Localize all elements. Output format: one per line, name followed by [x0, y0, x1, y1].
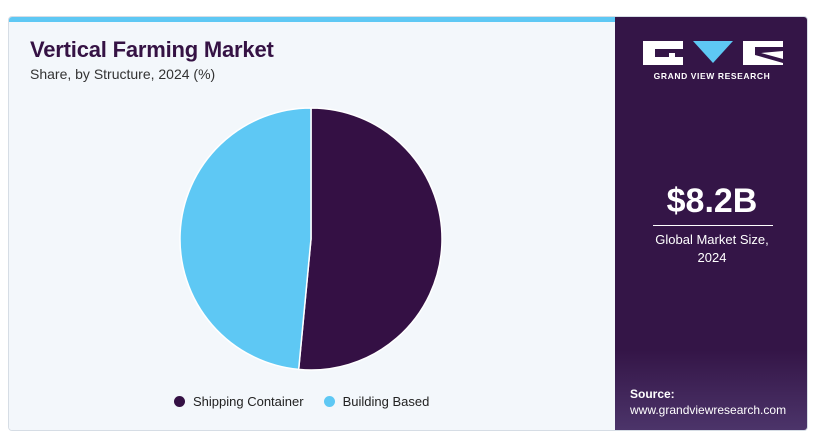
divider	[653, 225, 773, 226]
legend-item-building-based: Building Based	[323, 394, 430, 409]
chart-card: Vertical Farming Market Share, by Struct…	[8, 16, 808, 431]
legend-label-building-based: Building Based	[342, 394, 430, 409]
pie-chart	[179, 107, 443, 371]
source-link[interactable]: www.grandviewresearch.com	[630, 403, 787, 417]
info-sidebar: GRAND VIEW RESEARCH $8.2B Global Market …	[615, 17, 807, 430]
legend-item-shipping-container: Shipping Container	[174, 394, 304, 409]
legend-swatch-building-based	[323, 396, 335, 407]
pie-slice-shipping-container	[297, 107, 443, 371]
accent-bar	[9, 17, 615, 22]
market-size-label: Global Market Size, 2024	[615, 231, 807, 267]
pie-slice-building-based	[179, 107, 312, 371]
legend-swatch-shipping-container	[174, 396, 185, 407]
sidebar-glow	[615, 350, 807, 430]
chart-legend: Shipping Container Building Based	[174, 394, 429, 409]
chart-title: Vertical Farming Market	[30, 37, 274, 62]
legend-label-shipping-container: Shipping Container	[193, 394, 304, 409]
market-size-value: $8.2B	[666, 182, 758, 220]
market-size-label-line1: Global Market Size,	[655, 232, 769, 247]
market-size-label-line2: 2024	[697, 250, 727, 265]
source-label: Source:	[630, 387, 675, 401]
grand-view-research-logo-icon	[643, 41, 783, 65]
brand-name: GRAND VIEW RESEARCH	[653, 71, 771, 81]
chart-subtitle: Share, by Structure, 2024 (%)	[30, 66, 216, 82]
chart-panel: Vertical Farming Market Share, by Struct…	[9, 17, 615, 430]
